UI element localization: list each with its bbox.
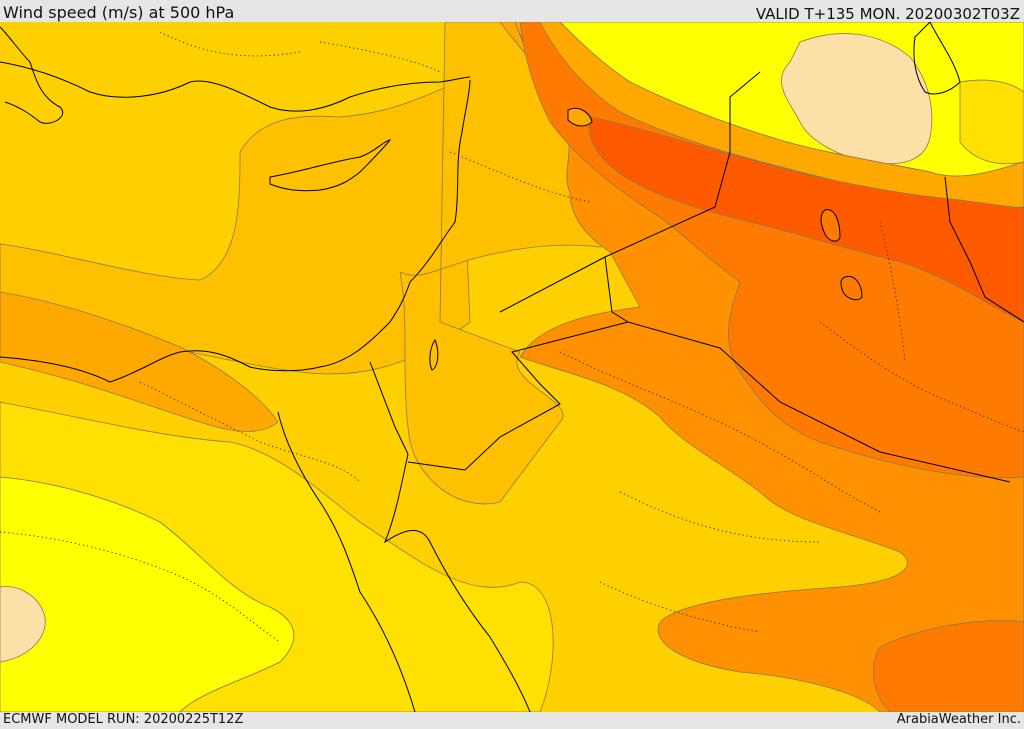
wind-band-amber-west: [0, 81, 471, 375]
footer-bar: ECMWF MODEL RUN: 20200225T12Z ArabiaWeat…: [0, 712, 1024, 729]
wind-band-orange-west: [0, 291, 279, 432]
lake-tharthar: [820, 209, 841, 242]
valid-time-label: VALID T+135 MON. 20200302T03Z: [755, 5, 1020, 23]
cyprus-outline: [269, 139, 392, 192]
model-run-label: ECMWF MODEL RUN: 20200225T12Z: [3, 712, 244, 727]
coastline-red-sea: [277, 411, 416, 712]
lake-habbaniyah: [840, 275, 863, 301]
border-jordan-saudi: [407, 321, 721, 471]
border-saudi-iraq: [719, 347, 1011, 483]
border-egypt-israel: [369, 361, 409, 455]
wind-band-gold-egypt: [0, 401, 554, 712]
header-bar: Wind speed (m/s) at 500 hPa VALID T+135 …: [0, 0, 1024, 23]
wind-band-pale-north: [781, 33, 933, 165]
border-iraq-syria: [499, 71, 761, 313]
wind-speed-map[interactable]: [0, 22, 1024, 712]
lake-assad: [567, 107, 593, 127]
coastline-red-sea-east: [383, 453, 531, 712]
coastline-north-africa: [0, 79, 471, 383]
dead-sea: [429, 338, 439, 371]
credit-label: ArabiaWeather Inc.: [896, 712, 1021, 727]
aegean-coast: [0, 26, 63, 124]
map-canvas: [0, 22, 1024, 712]
internal-borders: [0, 31, 1024, 643]
border-jordan-iraq: [604, 256, 629, 323]
wind-band-jet-core: [588, 116, 1024, 323]
border-iraq-iran: [944, 176, 1024, 323]
map-title: Wind speed (m/s) at 500 hPa: [3, 3, 235, 22]
wind-band-pale-southwest: [0, 586, 46, 663]
wind-band-gold-northeast: [959, 79, 1024, 165]
coastline-anatolia: [0, 61, 471, 112]
coastline-caspian: [913, 22, 961, 95]
